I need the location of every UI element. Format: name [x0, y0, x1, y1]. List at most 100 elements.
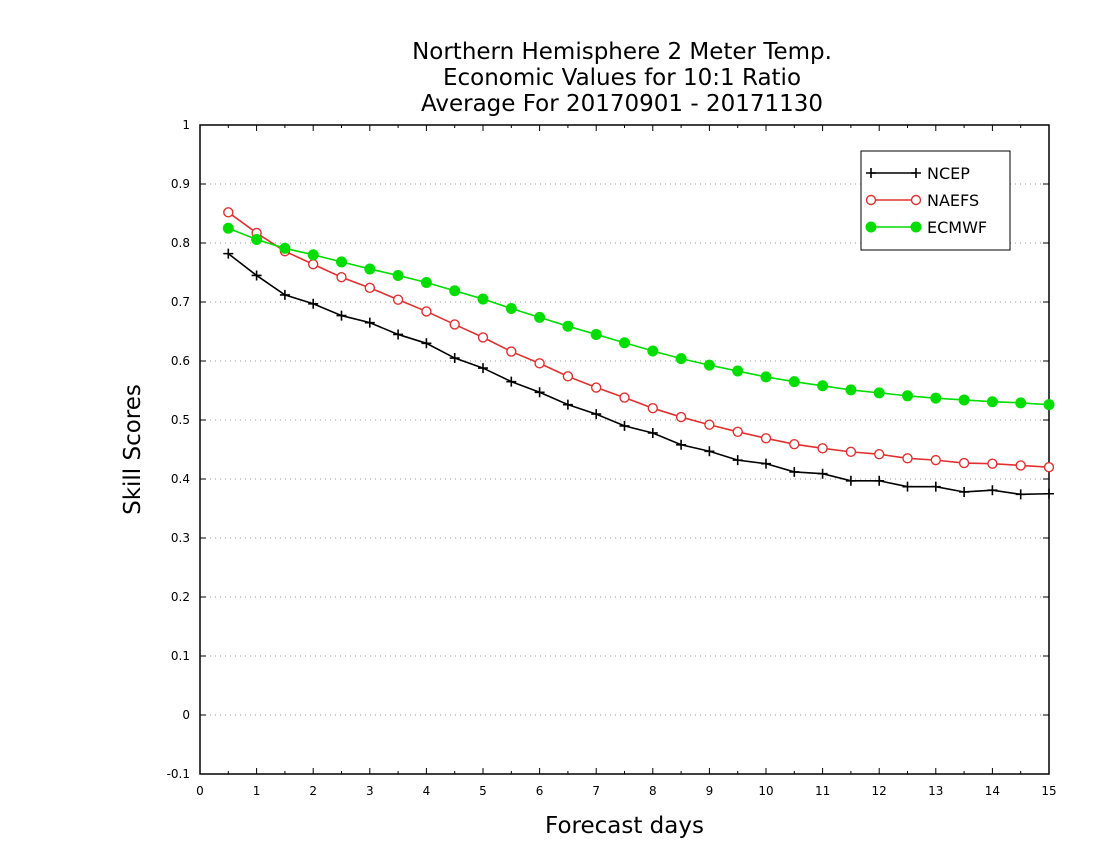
data-point	[704, 446, 715, 457]
data-point	[562, 371, 574, 382]
chart-title-line: Average For 20170901 - 20171130	[421, 91, 823, 117]
legend-item-ecmwf: ECMWF	[865, 218, 987, 237]
data-point	[449, 319, 460, 330]
data-point	[704, 419, 715, 430]
data-point	[986, 396, 998, 408]
data-point	[845, 446, 857, 458]
x-axis-label: Forecast days	[545, 813, 704, 839]
legend-marker	[910, 221, 922, 233]
data-point	[647, 403, 658, 414]
data-point	[562, 399, 573, 410]
data-point	[732, 426, 743, 437]
legend-label: ECMWF	[927, 218, 987, 237]
data-point	[902, 481, 913, 492]
data-point	[336, 310, 347, 321]
data-point	[1015, 397, 1027, 409]
data-point	[308, 298, 319, 309]
data-point	[223, 248, 234, 259]
data-point	[590, 328, 602, 340]
data-point	[732, 455, 743, 466]
data-point	[647, 345, 659, 357]
series-naefs	[223, 207, 1055, 473]
data-point	[364, 282, 375, 294]
data-point	[1043, 462, 1055, 473]
data-point	[534, 358, 545, 369]
data-point	[902, 390, 913, 402]
data-point	[279, 289, 290, 300]
data-point	[477, 293, 489, 305]
x-tick-label: 15	[1041, 784, 1056, 798]
legend-marker	[865, 194, 877, 206]
x-tick-label: 14	[985, 784, 1000, 798]
data-point	[874, 475, 885, 486]
data-point	[420, 277, 432, 289]
data-point	[421, 306, 432, 317]
data-point	[222, 222, 234, 234]
chart-title: Northern Hemisphere 2 Meter Temp.Economi…	[412, 39, 832, 117]
data-point	[562, 320, 574, 332]
data-point	[732, 365, 744, 377]
data-point	[930, 481, 941, 492]
data-point	[591, 409, 602, 420]
legend-marker	[910, 194, 922, 206]
x-axis: 0 1 2 3 4 5 6 7 8 9 10 11 12 13 14 15	[196, 125, 1057, 798]
x-tick-label: 10	[758, 784, 773, 798]
data-point	[845, 475, 856, 486]
series-ecmwf	[222, 222, 1055, 411]
data-point	[364, 317, 375, 328]
x-tick-label: 1	[253, 784, 261, 798]
x-tick-label: 5	[479, 784, 487, 798]
data-point	[1015, 460, 1026, 471]
data-point	[958, 457, 970, 469]
data-point	[619, 337, 630, 349]
data-point	[1044, 488, 1054, 499]
data-point	[930, 392, 942, 404]
data-point	[223, 207, 234, 218]
x-tick-label: 13	[928, 784, 943, 798]
data-point	[788, 376, 800, 388]
data-point	[449, 353, 460, 364]
data-point	[675, 411, 687, 423]
y-axis: -0.1 0 0.1 0.2 0.3 0.4 0.5 0.6 0.7 0.8 0.9 1	[167, 118, 1049, 781]
legend-label: NAEFS	[927, 191, 979, 210]
x-tick-label: 8	[649, 784, 657, 798]
chart-title-line: Economic Values for 10:1 Ratio	[443, 65, 801, 91]
data-point	[619, 392, 630, 403]
x-tick-label: 3	[366, 784, 374, 798]
data-point	[817, 380, 829, 392]
data-point	[308, 259, 319, 270]
y-tick-label: 0.4	[171, 472, 190, 486]
data-point	[873, 387, 885, 399]
legend-item-naefs: NAEFS	[865, 191, 979, 210]
data-point	[619, 420, 630, 431]
x-tick-label: 6	[536, 784, 544, 798]
data-point	[1043, 399, 1055, 411]
x-tick-label: 2	[309, 784, 317, 798]
data-point	[761, 458, 771, 469]
data-point	[591, 382, 602, 393]
data-point	[845, 384, 857, 396]
data-point	[392, 294, 404, 305]
legend-label: NCEP	[927, 164, 970, 183]
data-point	[959, 486, 970, 497]
data-point	[307, 249, 319, 261]
x-tick-label: 7	[592, 784, 600, 798]
data-point	[1015, 489, 1026, 500]
series-line-ecmwf	[228, 227, 1050, 406]
grid	[200, 183, 1049, 716]
data-point	[505, 302, 517, 314]
x-tick-label: 0	[196, 784, 204, 798]
legend-item-ncep: NCEP	[866, 164, 970, 183]
y-tick-label: 0.1	[171, 649, 190, 663]
data-point	[958, 394, 970, 406]
data-point	[817, 468, 828, 479]
chart-title-line: Northern Hemisphere 2 Meter Temp.	[412, 39, 832, 65]
data-point	[393, 329, 404, 340]
y-tick-label: 0.7	[171, 295, 190, 309]
data-point	[647, 427, 658, 438]
y-axis-label: Skill Scores	[120, 384, 146, 515]
x-tick-label: 11	[815, 784, 830, 798]
data-point	[987, 458, 998, 469]
data-point	[477, 332, 489, 343]
